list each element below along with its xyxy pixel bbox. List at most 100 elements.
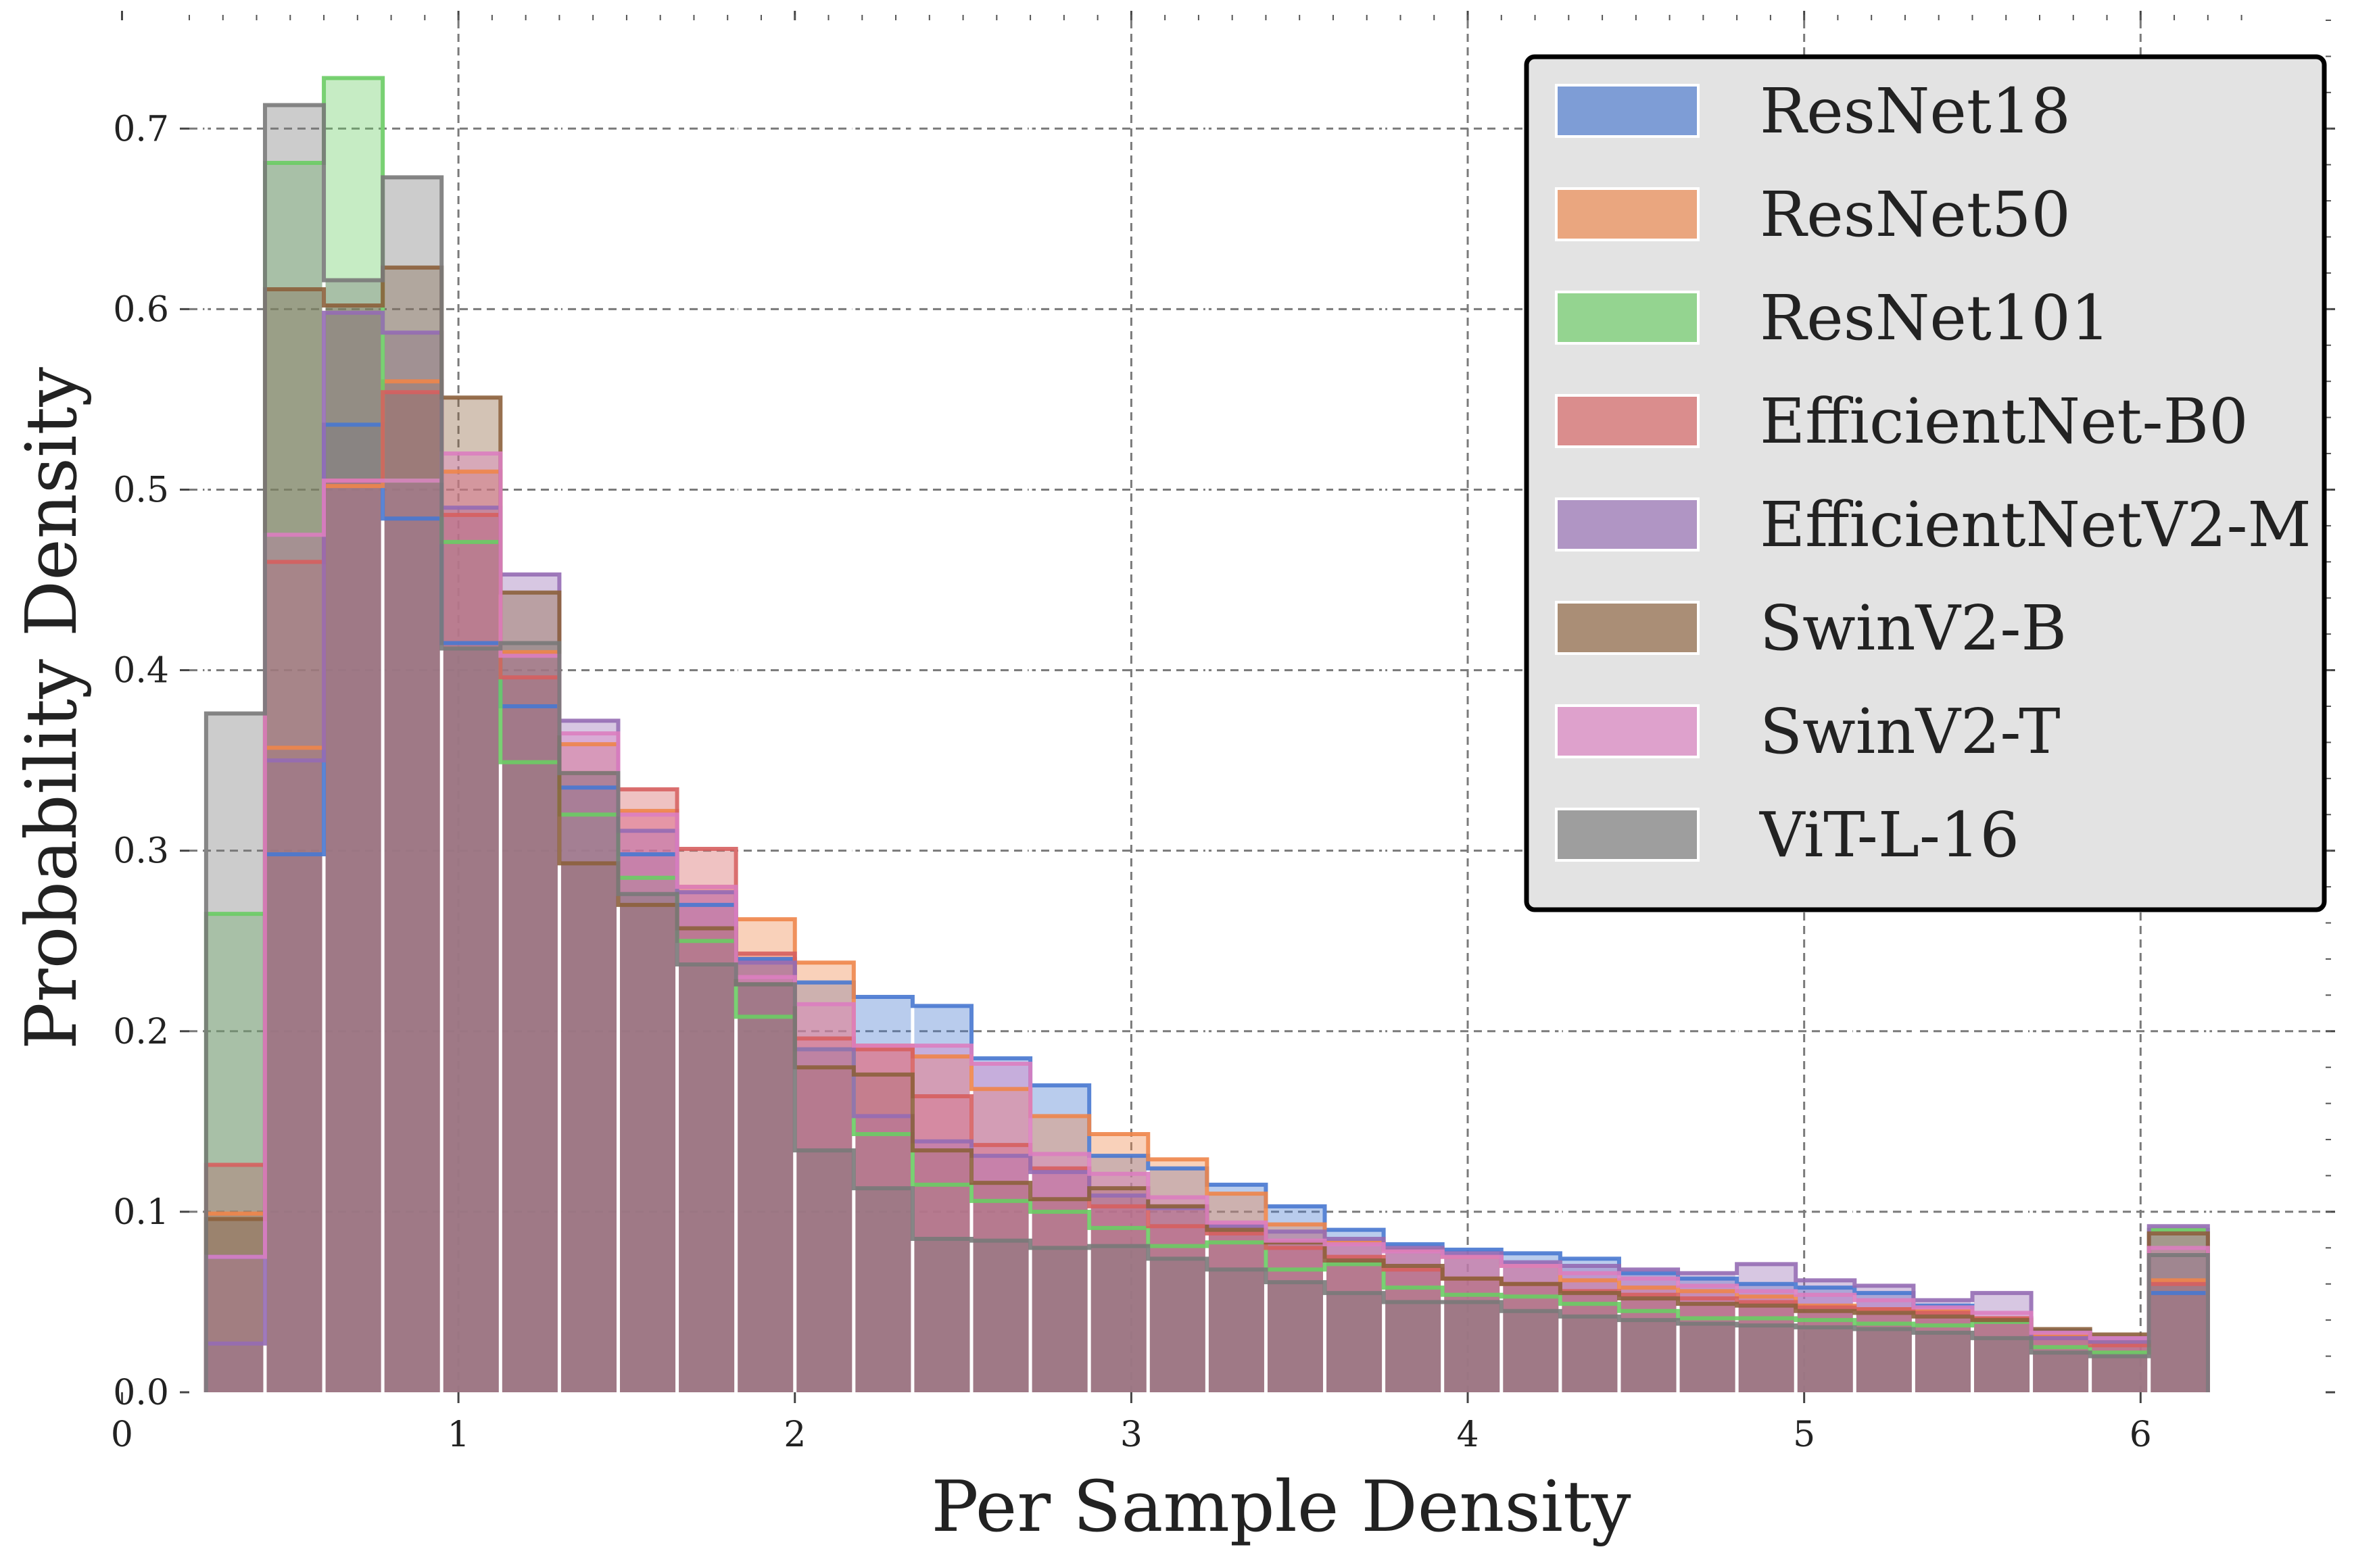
bar-resnet18-2 <box>324 424 383 1392</box>
bar-resnet50-3 <box>383 381 442 1393</box>
bar-vit-l-16-2 <box>324 280 383 1392</box>
legend-item-vit-l-16: ViT-L-16 <box>1555 799 2019 871</box>
x-tick-label-6: 6 <box>2130 1415 2152 1455</box>
bar-swinv2-t-6 <box>559 733 619 1392</box>
bar-resnet101-20 <box>1383 1288 1443 1392</box>
bar-efficientnetv2-m-3 <box>383 333 442 1393</box>
bar-efficientnet-b0-19 <box>1324 1256 1384 1392</box>
bar-swinv2-b-4 <box>441 397 501 1392</box>
bar-resnet18-1 <box>264 854 325 1392</box>
bar-efficientnet-b0-22 <box>1501 1283 1560 1392</box>
step-outline-vit-l-16 <box>203 103 2210 1392</box>
legend-label-efficientnet-b0: EfficientNet-B0 <box>1760 385 2249 458</box>
x-tick-label-5: 5 <box>1793 1415 1815 1455</box>
x-tick-label-3: 3 <box>1120 1415 1143 1455</box>
bar-efficientnet-b0-4 <box>441 514 501 1392</box>
bar-swinv2-b-28 <box>1854 1313 1914 1392</box>
legend-swatch-efficientnet-b0 <box>1555 394 1700 448</box>
bar-swinv2-t-20 <box>1383 1251 1443 1392</box>
step-outline-resnet101 <box>203 76 2210 1392</box>
bar-efficientnetv2-m-17 <box>1207 1226 1266 1392</box>
bar-efficientnetv2-m-28 <box>1854 1285 1914 1392</box>
bar-resnet50-14 <box>1030 1116 1090 1392</box>
bar-efficientnet-b0-30 <box>1972 1318 2032 1392</box>
legend-item-efficientnet-b0: EfficientNet-B0 <box>1555 385 2249 458</box>
bar-resnet101-6 <box>559 814 619 1392</box>
bar-swinv2-b-27 <box>1796 1310 1855 1392</box>
x-axis-label: Per Sample Density <box>931 1465 1631 1548</box>
bar-swinv2-b-23 <box>1560 1293 1619 1392</box>
bar-swinv2-t-33 <box>2148 1248 2208 1392</box>
bar-efficientnet-b0-20 <box>1383 1269 1443 1392</box>
bar-vit-l-16-19 <box>1324 1293 1384 1392</box>
bar-resnet101-15 <box>1089 1227 1149 1392</box>
legend-swatch-efficientnetv2-m <box>1555 497 1700 552</box>
bar-swinv2-t-12 <box>912 1046 972 1392</box>
bar-resnet101-2 <box>324 78 383 1393</box>
bar-swinv2-b-30 <box>1972 1320 2032 1392</box>
series-resnet18 <box>206 424 2208 1393</box>
bar-resnet101-28 <box>1854 1323 1914 1392</box>
bar-swinv2-t-17 <box>1207 1222 1266 1392</box>
bar-vit-l-16-9 <box>736 984 795 1392</box>
bar-resnet18-5 <box>500 706 560 1392</box>
bar-efficientnet-b0-21 <box>1442 1278 1502 1392</box>
bar-efficientnet-b0-2 <box>324 481 383 1392</box>
bar-efficientnet-b0-33 <box>2148 1283 2208 1392</box>
legend: ResNet18 ResNet50 ResNet101 EfficientNet-B0… <box>1524 54 2327 912</box>
bar-swinv2-b-29 <box>1913 1316 1973 1392</box>
y-axis-label: Probability Density <box>10 367 93 1050</box>
legend-item-swinv2-b: SwinV2-B <box>1555 592 2067 664</box>
bar-resnet101-10 <box>794 1049 854 1392</box>
bar-swinv2-t-13 <box>971 1063 1031 1392</box>
bar-resnet18-9 <box>736 958 795 1392</box>
bar-swinv2-b-19 <box>1324 1260 1384 1392</box>
bar-resnet50-31 <box>2031 1334 2090 1392</box>
bar-resnet101-8 <box>677 941 736 1392</box>
bar-swinv2-t-29 <box>1913 1307 1973 1392</box>
bar-swinv2-t-5 <box>500 656 560 1393</box>
bar-efficientnetv2-m-10 <box>794 1049 854 1392</box>
bar-swinv2-t-11 <box>853 1046 913 1392</box>
series-efficientnetv2-m <box>206 312 2208 1393</box>
bar-vit-l-16-27 <box>1796 1327 1855 1392</box>
bar-vit-l-16-26 <box>1737 1325 1796 1392</box>
bar-resnet18-6 <box>559 787 619 1392</box>
bar-efficientnet-b0-7 <box>618 789 677 1392</box>
bar-swinv2-t-7 <box>618 814 677 1392</box>
bar-swinv2-t-18 <box>1266 1240 1325 1392</box>
bar-resnet50-12 <box>912 1056 972 1392</box>
y-tick-label-3: 0.3 <box>113 831 169 872</box>
grid-lines <box>189 20 2326 1392</box>
bar-vit-l-16-24 <box>1618 1320 1679 1392</box>
bar-efficientnet-b0-3 <box>383 392 442 1392</box>
bar-vit-l-16-18 <box>1266 1282 1325 1392</box>
bar-swinv2-b-10 <box>794 1067 854 1392</box>
bar-efficientnet-b0-17 <box>1207 1233 1266 1392</box>
bar-swinv2-t-15 <box>1089 1173 1149 1392</box>
bar-efficientnet-b0-12 <box>912 1096 972 1392</box>
bar-resnet18-11 <box>853 997 913 1392</box>
bar-efficientnet-b0-10 <box>794 1038 854 1392</box>
bar-efficientnet-b0-23 <box>1560 1291 1619 1392</box>
bar-vit-l-16-20 <box>1383 1302 1443 1392</box>
bar-resnet50-18 <box>1266 1224 1325 1392</box>
legend-item-efficientnetv2-m: EfficientNetV2-M <box>1555 489 2311 561</box>
bar-resnet50-24 <box>1618 1288 1679 1392</box>
bar-resnet18-8 <box>677 904 736 1392</box>
bar-resnet18-3 <box>383 518 442 1393</box>
bar-swinv2-b-0 <box>206 1219 265 1392</box>
y-tick-label-4: 0.4 <box>113 651 169 691</box>
bar-swinv2-t-22 <box>1501 1266 1560 1392</box>
series-swinv2-b <box>206 267 2208 1393</box>
bar-vit-l-16-33 <box>2148 1255 2208 1392</box>
bar-efficientnetv2-m-14 <box>1030 1172 1090 1392</box>
bar-resnet50-33 <box>2148 1280 2208 1392</box>
y-tick-label-2: 0.2 <box>113 1012 169 1052</box>
legend-label-vit-l-16: ViT-L-16 <box>1759 799 2019 871</box>
bar-resnet101-17 <box>1207 1242 1266 1392</box>
bar-resnet50-20 <box>1383 1249 1443 1392</box>
bar-swinv2-t-16 <box>1148 1197 1207 1392</box>
bar-vit-l-16-31 <box>2031 1352 2090 1392</box>
bar-resnet101-0 <box>206 914 265 1392</box>
